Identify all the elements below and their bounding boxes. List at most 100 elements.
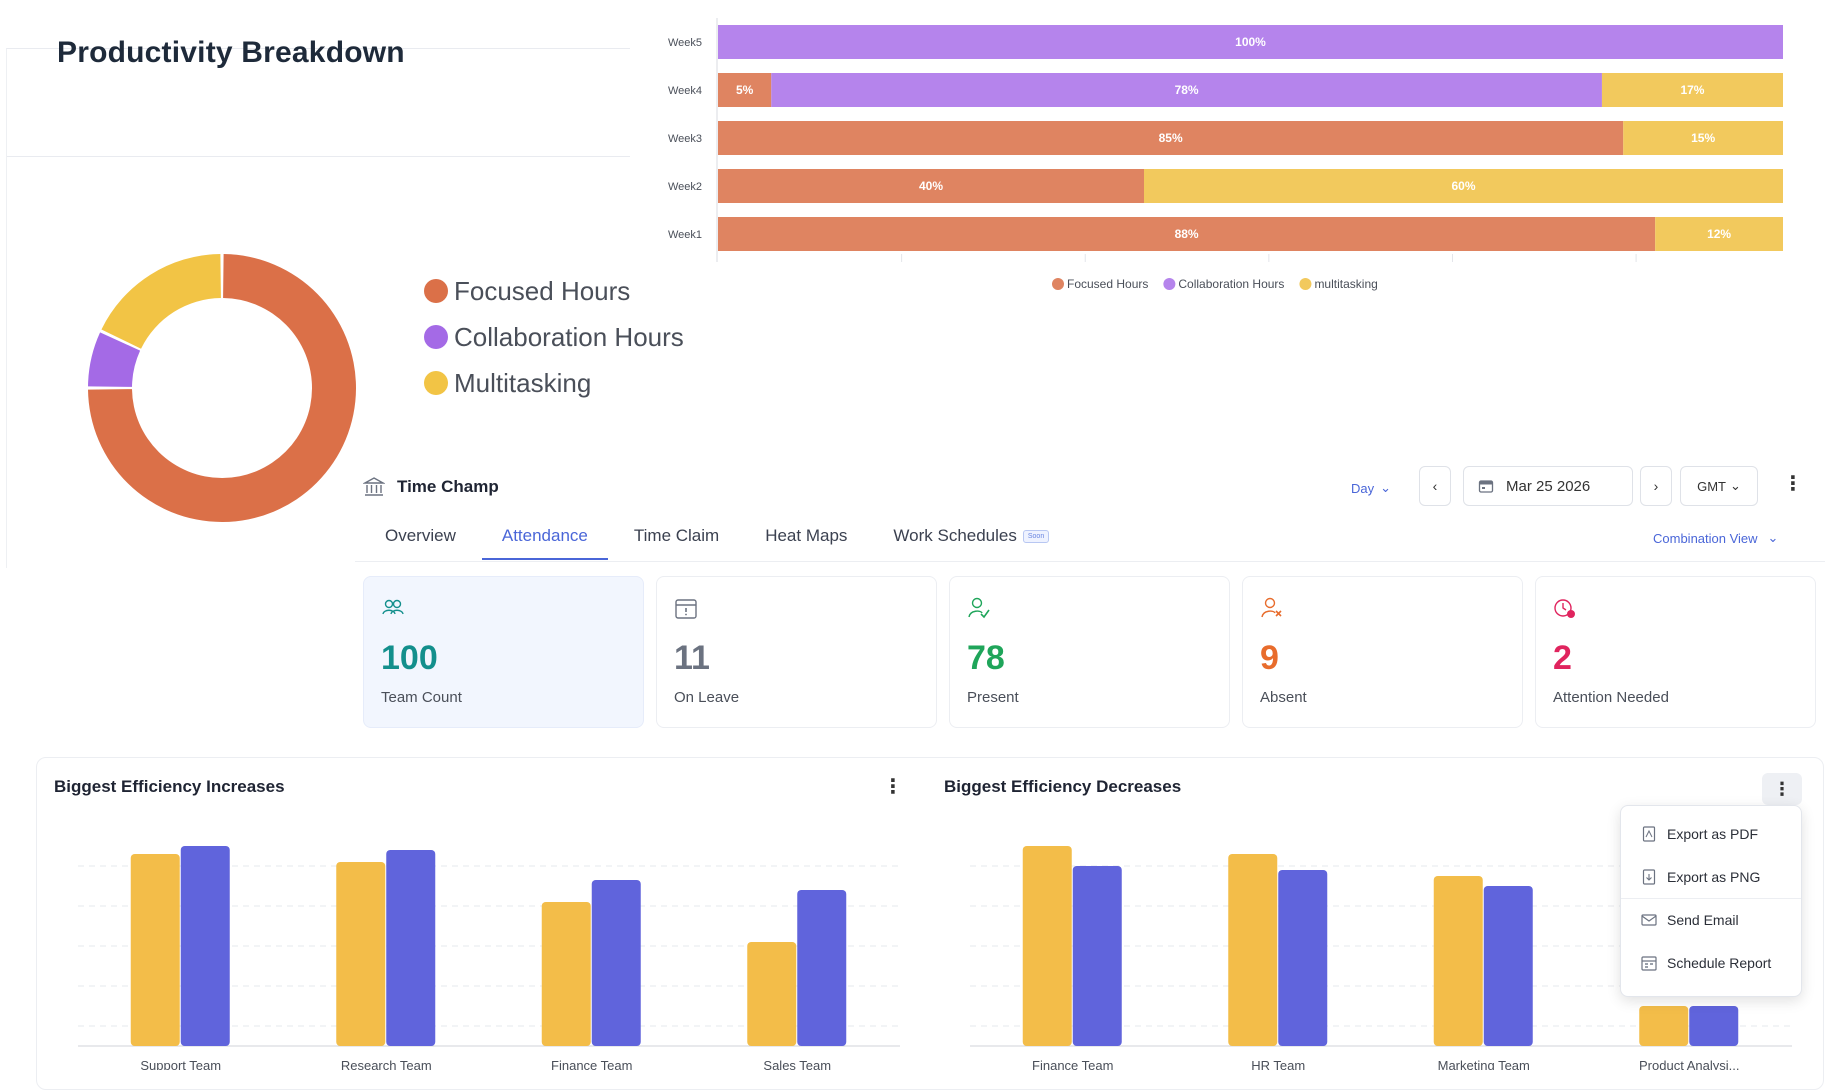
decreases-more-button[interactable]: ⋮ xyxy=(1762,773,1802,805)
bar-data-label: 78% xyxy=(1175,83,1199,97)
efficiency-bar[interactable] xyxy=(1639,1006,1689,1046)
week-label: Week4 xyxy=(668,85,702,97)
legend-item-focused[interactable]: Focused Hours xyxy=(424,268,684,314)
week-label: Week1 xyxy=(668,229,702,241)
donut-slice-1[interactable] xyxy=(88,332,141,387)
next-date-button[interactable]: › xyxy=(1640,466,1672,506)
efficiency-bar[interactable] xyxy=(1433,876,1483,1046)
bar-data-label: 100% xyxy=(1235,35,1266,49)
category-label: Support Team xyxy=(140,1058,221,1070)
timezone-label: GMT xyxy=(1697,478,1726,494)
export-pdf-item[interactable]: Export as PDF xyxy=(1621,812,1801,855)
week-bar-segment[interactable] xyxy=(718,169,1144,203)
stat-card-present[interactable]: 78 Present xyxy=(949,576,1230,728)
efficiency-decreases-title: Biggest Efficiency Decreases xyxy=(944,777,1182,796)
week-bar-segment[interactable] xyxy=(1144,169,1783,203)
timezone-selector[interactable]: GMT ⌄ xyxy=(1680,466,1758,506)
donut-slice-0[interactable] xyxy=(88,254,357,522)
weekly-stacked-svg: Week5 100% Week4 5% 78% 17% Week3 85% 15% Week2 40… xyxy=(668,18,1783,291)
stats-row: 100 Team Count 11 On Leave 78 Present xyxy=(363,576,1816,728)
week-bar-segment[interactable] xyxy=(718,73,772,107)
stat-label: Attention Needed xyxy=(1553,689,1669,706)
stat-label: Team Count xyxy=(381,689,462,706)
bar-data-label: 15% xyxy=(1691,131,1715,145)
legend-dot xyxy=(1163,278,1176,290)
week-bar-segment[interactable] xyxy=(718,121,1624,155)
legend-item-multitasking[interactable]: Multitasking xyxy=(424,360,684,406)
day-selector-label: Day xyxy=(1351,480,1375,496)
menu-item-label: Export as PDF xyxy=(1667,825,1759,842)
tab-attendance[interactable]: Attendance xyxy=(481,516,608,560)
stat-value: 2 xyxy=(1553,639,1572,677)
legend-item-collaboration[interactable]: Collaboration Hours xyxy=(424,314,684,360)
chevron-down-icon: ⌄ xyxy=(1767,530,1779,545)
more-options-button[interactable]: ⋮ xyxy=(1783,473,1803,495)
mail-icon xyxy=(1641,914,1657,926)
stat-card-on-leave[interactable]: 11 On Leave xyxy=(656,576,937,728)
week-bar-segment[interactable] xyxy=(1655,217,1783,251)
efficiency-bar[interactable] xyxy=(1072,866,1122,1046)
efficiency-bar[interactable] xyxy=(797,890,847,1046)
menu-item-label: Send Email xyxy=(1667,912,1739,928)
efficiency-bar[interactable] xyxy=(386,850,436,1046)
legend-dot xyxy=(424,279,448,303)
send-email-item[interactable]: Send Email xyxy=(1621,898,1801,941)
menu-item-label: Export as PNG xyxy=(1667,868,1761,885)
efficiency-bar[interactable] xyxy=(180,846,230,1046)
date-value: Mar 25 2026 xyxy=(1506,477,1591,495)
efficiency-decreases-chart: Finance Team HR Team Marketing Team Product… xyxy=(970,846,1792,1070)
legend-label: Collaboration Hours xyxy=(1178,277,1284,291)
calendar-icon xyxy=(675,599,697,619)
increases-more-button[interactable]: ⋮ xyxy=(883,776,903,798)
week-bar-segment[interactable] xyxy=(771,73,1602,107)
stat-label: On Leave xyxy=(674,689,740,706)
week-label: Week2 xyxy=(668,181,702,193)
bar-data-label: 5% xyxy=(736,83,754,97)
efficiency-bar[interactable] xyxy=(747,942,797,1046)
bank-icon xyxy=(363,477,385,496)
legend-dot xyxy=(424,325,448,349)
efficiency-bar[interactable] xyxy=(1689,1006,1739,1046)
productivity-title: Productivity Breakdown xyxy=(57,36,405,69)
export-png-item[interactable]: Export as PNG xyxy=(1621,855,1801,898)
week-label: Week3 xyxy=(668,133,702,145)
menu-item-label: Schedule Report xyxy=(1667,954,1772,971)
efficiency-bar[interactable] xyxy=(336,862,386,1046)
clock-alert-icon xyxy=(1554,599,1575,618)
stat-card-absent[interactable]: 9 Absent xyxy=(1242,576,1523,728)
legend-label: Collaboration Hours xyxy=(454,321,684,352)
day-selector[interactable]: Day ⌄ xyxy=(1351,480,1391,496)
efficiency-bar[interactable] xyxy=(541,902,591,1046)
tab-time-claim[interactable]: Time Claim xyxy=(633,526,720,545)
schedule-report-item[interactable]: Schedule Report xyxy=(1621,941,1801,984)
calendar-icon xyxy=(1478,480,1494,493)
donut-slice-2[interactable] xyxy=(101,254,221,349)
efficiency-bar[interactable] xyxy=(1483,886,1533,1046)
week-bar-segment[interactable] xyxy=(718,25,1783,59)
stat-card-attention-needed[interactable]: 2 Attention Needed xyxy=(1535,576,1816,728)
tab-bar: Overview Attendance Time Claim Heat Maps… xyxy=(365,516,1075,560)
soon-badge: Soon xyxy=(1022,530,1050,544)
productivity-header xyxy=(7,49,706,157)
efficiency-bar[interactable] xyxy=(1022,846,1072,1046)
week-bar-segment[interactable] xyxy=(1601,73,1783,107)
week-bar-segment[interactable] xyxy=(718,217,1656,251)
category-label: Marketing Team xyxy=(1438,1058,1530,1070)
combination-view-selector[interactable]: Combination View ⌄ xyxy=(1653,530,1778,546)
bar-data-label: 40% xyxy=(919,179,943,193)
prev-date-button[interactable]: ‹ xyxy=(1419,466,1451,506)
week-bar-segment[interactable] xyxy=(1623,121,1783,155)
efficiency-bar[interactable] xyxy=(1228,854,1278,1046)
efficiency-bar[interactable] xyxy=(591,880,641,1046)
efficiency-bar[interactable] xyxy=(1278,870,1328,1046)
stat-card-team-count[interactable]: 100 Team Count xyxy=(363,576,644,728)
tab-overview[interactable]: Overview xyxy=(385,526,456,545)
legend-label: multitasking xyxy=(1314,277,1377,291)
tab-work-schedules[interactable]: Work Schedules Soon xyxy=(873,516,1069,556)
legend-dot xyxy=(1299,278,1312,290)
efficiency-bar[interactable] xyxy=(130,854,180,1046)
tab-heat-maps[interactable]: Heat Maps xyxy=(765,526,848,545)
date-picker[interactable]: Mar 25 2026 xyxy=(1463,466,1633,506)
chevron-left-icon: ‹ xyxy=(1432,478,1438,494)
chevron-right-icon: › xyxy=(1653,478,1659,494)
